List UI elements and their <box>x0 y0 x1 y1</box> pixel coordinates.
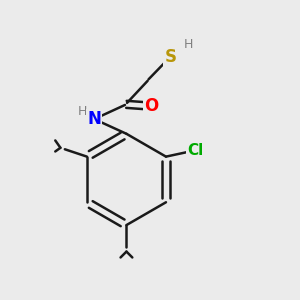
Text: S: S <box>165 48 177 66</box>
Text: Cl: Cl <box>187 143 203 158</box>
Text: H: H <box>184 38 194 50</box>
Text: O: O <box>144 97 159 115</box>
Text: N: N <box>87 110 101 128</box>
Text: H: H <box>78 105 88 118</box>
